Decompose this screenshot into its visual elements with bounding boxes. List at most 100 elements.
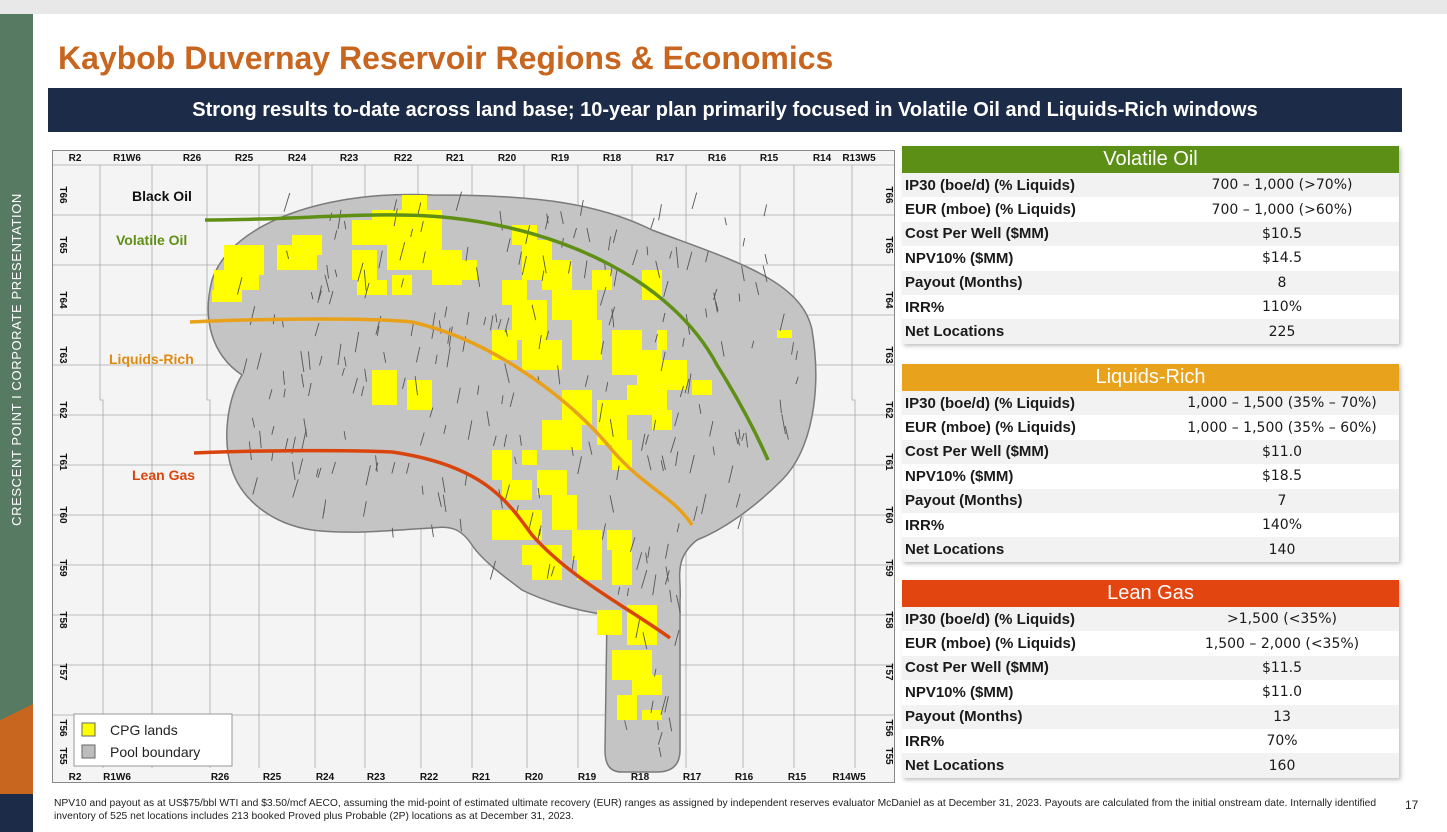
table-row: Cost Per Well ($MM) $10.5 [902,221,1399,247]
well-path [343,220,347,230]
well-path [645,434,649,445]
well-path [497,319,502,329]
cpg-land-parcel [532,565,562,580]
well-path [571,555,575,571]
township-label-right: T65 [883,236,894,254]
township-label-right: T57 [883,663,894,681]
well-path [378,250,383,269]
township-label-left: T64 [57,291,68,309]
table-row: IP30 (boe/d) (% Liquids) 700 – 1,000 (>70… [902,173,1399,198]
well-path [341,367,345,376]
range-label-top: R14 [813,153,832,164]
well-path [444,306,448,318]
lean-gas-line [193,448,672,640]
table-body: IP30 (boe/d) (% Liquids) >1,500 (<35%) EU… [902,607,1399,778]
table-row: Net Locations 225 [902,319,1399,344]
legend-box [73,713,233,767]
well-path [698,404,702,414]
cpg-land-parcel [552,495,577,530]
well-path [600,340,605,355]
cpg-land-parcel [592,270,612,290]
well-path [632,249,638,266]
well-path [442,494,447,513]
black-oil-label: Black Oil [132,188,192,204]
well-path [400,278,404,288]
township-label-left: T55 [57,747,68,765]
well-path [679,385,685,398]
well-path [657,731,663,745]
table-row: EUR (mboe) (% Liquids) 1,000 – 1,500 (35%… [902,415,1399,439]
range-label-top: R23 [340,153,359,164]
map-legend: CPG lands Pool boundary [73,713,233,767]
row-value: 7 [1277,492,1287,509]
township-label-left: T63 [57,346,68,364]
well-path [361,386,365,397]
well-path [658,746,662,757]
grid-line [206,165,211,768]
range-label-top: R17 [656,153,675,164]
well-path [514,456,517,465]
well-path [505,329,508,337]
well-path [601,523,606,540]
legend-pool-label: Pool boundary [110,744,200,760]
well-path [415,346,421,363]
row-value: 1,000 – 1,500 (35% – 70%) [1187,395,1377,412]
township-label-right: T55 [883,747,894,765]
well-path [435,354,438,365]
well-path [301,373,305,388]
table-liquids-rich: Liquids-Rich IP30 (boe/d) (% Liquids) 1,0… [902,364,1399,562]
township-label-right: T58 [883,611,894,629]
well-path [420,221,424,232]
well-path [640,569,648,589]
cpg-land-parcel [522,340,562,370]
range-label-bottom: R20 [525,772,544,783]
well-path [560,211,564,224]
well-path [546,564,551,579]
well-path [779,399,782,414]
volatile-oil-line [204,213,770,461]
well-path [654,333,658,343]
well-path [489,560,496,580]
well-path [624,720,628,731]
well-path [236,277,243,295]
cpg-land-parcel [522,545,562,565]
top-bar [0,0,1447,14]
cpg-land-parcel [492,450,512,480]
well-path [647,546,650,559]
well-path [675,246,679,269]
cpg-land-parcel [234,270,259,290]
well-path [466,312,470,326]
map-axis-labels: R2 R1W6 R26 R25 R24 R23 R22 R21 R20 R19 R18 R17 R16 R… [57,153,894,783]
sidebar-label: CRESCENT POINT I CORPORATE PRESENTATION [0,14,33,704]
well-path [642,632,648,650]
township-label-left: T57 [57,663,68,681]
row-label: NPV10% ($MM) [905,683,1014,701]
row-value: $10.5 [1261,225,1303,242]
row-value: $11.0 [1261,684,1303,701]
well-path [646,246,649,256]
row-value: $11.5 [1261,659,1303,676]
well-path [298,458,304,475]
well-path [647,455,652,471]
well-path [653,419,656,431]
well-path [568,260,572,274]
well-path [608,236,612,251]
well-path [249,306,256,326]
row-label: IRR% [905,516,945,534]
well-path [645,552,648,564]
volatile-oil-label: Volatile Oil [116,232,187,248]
well-path [271,425,275,435]
well-path [456,387,461,404]
well-path [626,588,630,597]
well-path [242,358,248,374]
well-path [613,269,618,287]
table-row: EUR (mboe) (% Liquids) 700 – 1,000 (>60%) [902,197,1399,221]
well-path [720,341,725,357]
well-path [465,246,469,262]
well-path [751,340,755,349]
township-label-right: T66 [883,186,894,204]
well-path [317,467,322,478]
row-value: 1,000 – 1,500 (35% – 60%) [1187,419,1377,436]
township-label-right: T62 [883,401,894,419]
well-path [519,434,522,446]
